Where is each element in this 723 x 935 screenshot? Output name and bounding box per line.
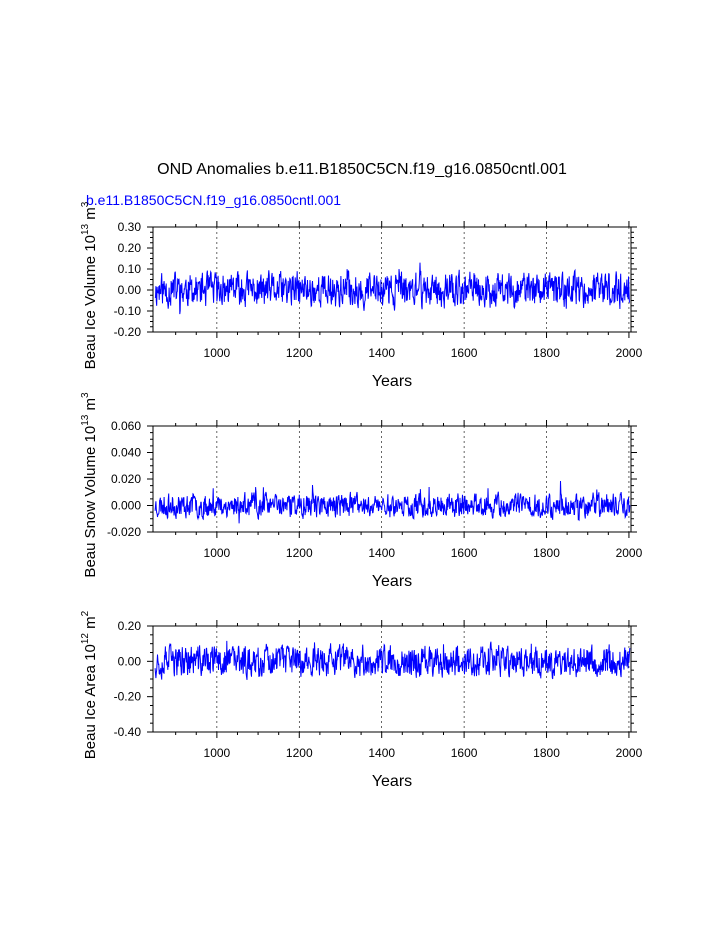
beau-snow-volume-ytick-label: 0.040 bbox=[111, 446, 141, 460]
beau-ice-area-ylabel-part: m bbox=[82, 616, 99, 633]
beau-ice-area-series-line bbox=[154, 640, 631, 680]
beau-ice-volume-xtick-label: 1600 bbox=[451, 346, 478, 360]
beau-ice-area-ylabel-part: 12 bbox=[80, 633, 91, 645]
beau-snow-volume-xtick-label: 1200 bbox=[286, 546, 313, 560]
beau-snow-volume-ytick-label: 0.060 bbox=[111, 419, 141, 433]
beau-snow-volume-ylabel-part: 13 bbox=[80, 414, 91, 426]
beau-ice-area-ylabel-part: 2 bbox=[80, 610, 91, 616]
beau-ice-volume-xtick-label: 1800 bbox=[533, 346, 560, 360]
figure-title: OND Anomalies b.e11.B1850C5CN.f19_g16.08… bbox=[157, 161, 567, 178]
beau-snow-volume-ylabel: Beau Snow Volume 1013 m3 bbox=[80, 392, 99, 578]
beau-snow-volume-ytick-label: -0.020 bbox=[107, 525, 141, 539]
beau-snow-volume-ytick-label: 0.000 bbox=[111, 499, 141, 513]
beau-snow-volume-panel: 1000 1200 1400 1600 1800 2000 -0.020 0.000 0.020… bbox=[80, 392, 643, 590]
beau-ice-volume-ylabel-part: 3 bbox=[80, 201, 91, 207]
beau-ice-area-ytick-label: 0.00 bbox=[118, 654, 142, 668]
beau-ice-area-ytick-label: 0.20 bbox=[118, 619, 142, 633]
beau-ice-volume-ytick-label: -0.10 bbox=[114, 304, 142, 318]
beau-ice-volume-ylabel: Beau Ice Volume 1013 m3 bbox=[80, 201, 99, 369]
beau-snow-volume-xtick-label: 1800 bbox=[533, 546, 560, 560]
beau-ice-volume-panel: 1000 1200 1400 1600 1800 2000 -0.20 -0.10 0.00 0.… bbox=[80, 201, 643, 390]
beau-ice-volume-xtick-label: 1400 bbox=[368, 346, 395, 360]
beau-ice-volume-ylabel-part: m bbox=[82, 207, 99, 224]
beau-ice-area-xtick-label: 1800 bbox=[533, 746, 560, 760]
beau-ice-volume-ytick-label: 0.20 bbox=[118, 241, 142, 255]
beau-snow-volume-ytick-label: 0.020 bbox=[111, 472, 141, 486]
beau-ice-area-panel: 1000 1200 1400 1600 1800 2000 -0.40 -0.20 0.00 0.… bbox=[80, 610, 643, 790]
beau-ice-volume-ytick-label: 0.30 bbox=[118, 220, 142, 234]
beau-ice-volume-xlabel: Years bbox=[372, 373, 412, 390]
beau-ice-volume-xtick-label: 1200 bbox=[286, 346, 313, 360]
beau-ice-volume-ylabel-part: Beau Ice Volume 10 bbox=[82, 235, 99, 369]
beau-ice-area-xtick-label: 1200 bbox=[286, 746, 313, 760]
beau-snow-volume-xlabel: Years bbox=[372, 573, 412, 590]
beau-ice-volume-xtick-label: 1000 bbox=[204, 346, 231, 360]
beau-snow-volume-xtick-label: 2000 bbox=[616, 546, 643, 560]
beau-snow-volume-xtick-label: 1000 bbox=[204, 546, 231, 560]
beau-ice-area-ylabel: Beau Ice Area 1012 m2 bbox=[80, 610, 99, 759]
beau-ice-area-xtick-label: 1400 bbox=[368, 746, 395, 760]
beau-ice-volume-xtick-label: 2000 bbox=[616, 346, 643, 360]
figure-subtitle: b.e11.B1850C5CN.f19_g16.0850cntl.001 bbox=[86, 192, 341, 208]
beau-ice-area-ylabel-part: Beau Ice Area 10 bbox=[82, 644, 99, 759]
beau-ice-volume-ytick-label: 0.10 bbox=[118, 262, 142, 276]
beau-ice-area-ytick-label: -0.40 bbox=[114, 725, 142, 739]
beau-snow-volume-ylabel-part: 3 bbox=[80, 392, 91, 398]
beau-snow-volume-ylabel-part: m bbox=[82, 398, 99, 415]
beau-ice-volume-ytick-label: -0.20 bbox=[114, 325, 142, 339]
beau-ice-volume-series-line bbox=[154, 262, 631, 315]
beau-snow-volume-xtick-label: 1600 bbox=[451, 546, 478, 560]
beau-ice-area-ytick-label: -0.20 bbox=[114, 690, 142, 704]
beau-snow-volume-ylabel-part: Beau Snow Volume 10 bbox=[82, 426, 99, 578]
beau-ice-area-xtick-label: 2000 bbox=[616, 746, 643, 760]
beau-ice-area-xtick-label: 1000 bbox=[204, 746, 231, 760]
beau-ice-area-xtick-label: 1600 bbox=[451, 746, 478, 760]
beau-ice-volume-ytick-label: 0.00 bbox=[118, 283, 142, 297]
beau-snow-volume-frame bbox=[152, 425, 632, 533]
beau-snow-volume-xtick-label: 1400 bbox=[368, 546, 395, 560]
beau-ice-area-frame bbox=[152, 625, 632, 733]
beau-ice-area-xlabel: Years bbox=[372, 773, 412, 790]
beau-snow-volume-series-line bbox=[154, 480, 631, 524]
beau-ice-volume-ylabel-part: 13 bbox=[80, 223, 91, 235]
panels: 1000 1200 1400 1600 1800 2000 -0.20 -0.10 0.00 0.… bbox=[80, 201, 643, 790]
